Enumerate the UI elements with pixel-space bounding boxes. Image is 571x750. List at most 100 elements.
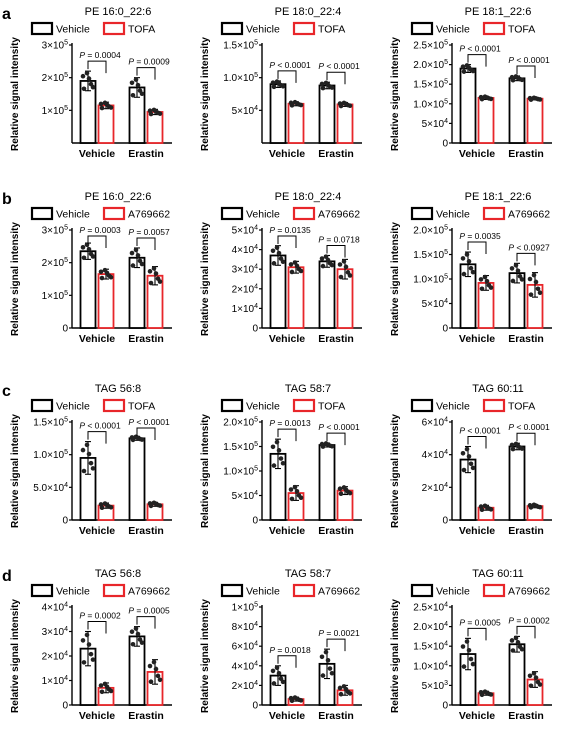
data-point: [135, 435, 141, 441]
significance-bracket: [277, 70, 297, 83]
data-point: [484, 278, 490, 284]
data-point: [280, 460, 286, 466]
p-value-label: P < 0.0001: [318, 61, 360, 71]
data-point: [325, 442, 331, 447]
y-tick-label: 2.5×105: [413, 40, 448, 52]
y-tick-label: 1×104: [42, 675, 69, 687]
y-axis-label: Relative signal intensity: [390, 414, 401, 528]
legend-swatch-treated: [102, 583, 126, 598]
data-point: [347, 490, 353, 496]
data-point: [148, 280, 154, 286]
data-point: [533, 96, 539, 101]
data-point: [80, 638, 86, 643]
x-tick-label: Erastin: [508, 148, 544, 160]
significance-bracket: [326, 71, 346, 85]
data-point: [470, 269, 476, 275]
data-point: [323, 649, 329, 655]
data-point: [294, 101, 300, 106]
data-point: [135, 253, 141, 258]
chart-c-1: TAG 56:8 Vehicle TOFA 0 5.0×104 1.0×105 1.5×10…: [10, 383, 172, 537]
chart-d-1: TAG 56:8 Vehicle A769662 0 1×104 2×104 3×104 4×…: [10, 568, 172, 722]
data-point: [509, 638, 515, 643]
y-tick-label: 1.0×105: [413, 98, 448, 110]
chart-a-1: PE 16:0_22:6 Vehicle TOFA 1×105 2×105 3×105 Re…: [10, 6, 172, 160]
data-point: [130, 641, 136, 647]
data-point: [80, 447, 86, 453]
y-axis-label: Relative signal intensity: [390, 599, 401, 713]
data-point: [531, 670, 537, 676]
data-point: [88, 460, 94, 466]
data-point: [157, 503, 163, 508]
chart-a-2: PE 18:0_22:4 Vehicle TOFA 5×104 1.0×105 1.5×1…: [200, 6, 362, 160]
data-point: [519, 646, 525, 652]
data-point: [460, 450, 466, 456]
legend-swatch-treated: [292, 583, 316, 598]
data-point: [323, 254, 329, 259]
data-point: [341, 259, 347, 264]
data-point: [274, 665, 280, 671]
legend-label-vehicle: Vehicle: [436, 24, 470, 36]
legend-label-treated: A769662: [128, 586, 170, 598]
chart-d-2: TAG 58:7 Vehicle A769662 0 2×104 4×104 6×104 8×…: [200, 568, 362, 722]
y-tick-label: 4×104: [232, 660, 259, 672]
data-point: [533, 675, 539, 680]
y-tick-label: 1.5×105: [223, 40, 258, 52]
y-tick-label: 3×104: [232, 264, 259, 276]
legend-swatch-treated: [292, 21, 316, 36]
data-point: [294, 696, 300, 701]
data-point: [81, 468, 87, 474]
data-point: [98, 269, 104, 275]
data-point: [347, 273, 353, 278]
data-point: [338, 274, 344, 280]
data-point: [466, 647, 472, 653]
chart-title: TAG 58:7: [285, 568, 331, 580]
significance-bracket: [467, 54, 487, 67]
p-value-label: P = 0.0013: [269, 418, 311, 428]
y-tick-label: 0: [62, 701, 68, 712]
chart-title: PE 16:0_22:6: [85, 191, 152, 203]
p-value-label: P = 0.0009: [128, 57, 170, 67]
legend-label-vehicle: Vehicle: [246, 24, 280, 36]
data-point: [88, 651, 94, 657]
x-tick-label: Erastin: [128, 333, 164, 345]
legend-swatch-vehicle: [30, 583, 54, 598]
significance-bracket: [326, 244, 346, 258]
data-point: [270, 80, 276, 85]
data-point: [90, 466, 96, 471]
p-value-label: P = 0.0002: [508, 615, 550, 625]
data-point: [84, 442, 90, 448]
bar-vehicle: [459, 67, 477, 144]
data-point: [533, 503, 539, 509]
y-tick-label: 2.0×105: [223, 417, 258, 429]
data-point: [460, 644, 466, 649]
panel-letter-d: d: [2, 568, 12, 585]
legend-swatch-vehicle: [220, 398, 244, 413]
data-point: [86, 246, 92, 252]
legend-label-vehicle: Vehicle: [56, 401, 90, 413]
data-point: [135, 82, 141, 88]
legend-label-treated: A769662: [508, 209, 550, 221]
y-tick-label: 0: [62, 324, 68, 335]
y-tick-label: 1.5×105: [413, 79, 448, 91]
legend-swatch-vehicle: [220, 21, 244, 36]
y-tick-label: 2.0×104: [413, 621, 448, 633]
p-value-label: P < 0.0001: [128, 417, 170, 427]
y-tick-label: 2.0×105: [413, 59, 448, 71]
data-point: [510, 446, 516, 452]
data-point: [327, 666, 333, 671]
significance-bracket: [87, 431, 107, 444]
significance-bracket: [467, 436, 487, 449]
data-point: [153, 271, 159, 276]
data-point: [460, 64, 466, 69]
data-point: [108, 105, 114, 110]
data-point: [343, 101, 349, 107]
legend-label-treated: TOFA: [318, 401, 345, 413]
data-point: [155, 673, 161, 679]
data-point: [537, 290, 543, 296]
data-point: [280, 83, 286, 89]
chart-a-3: PE 18:1_22:6 Vehicle TOFA 0 5×104 1.0×105 1.5×…: [390, 6, 552, 160]
chart-title: TAG 58:7: [285, 383, 331, 395]
legend-swatch-treated: [292, 398, 316, 413]
data-point: [298, 495, 304, 501]
